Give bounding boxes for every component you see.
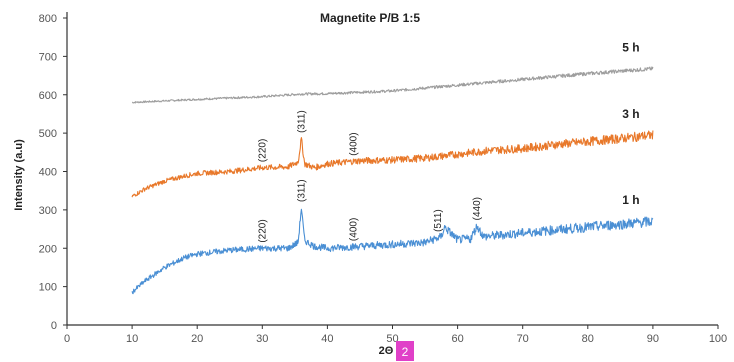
x-tick-label: 20 [191, 333, 203, 345]
series-label: 5 h [622, 40, 639, 54]
overlay-badge-text: 2 [402, 345, 409, 359]
x-tick-label: 40 [321, 333, 333, 345]
y-tick-label: 600 [39, 90, 57, 102]
y-tick-label: 100 [39, 282, 57, 294]
series-label: 1 h [622, 193, 639, 207]
y-tick-label: 500 [39, 128, 57, 140]
x-tick-label: 100 [709, 333, 727, 345]
y-tick-label: 0 [51, 320, 57, 332]
x-tick-label: 90 [647, 333, 659, 345]
peak-label: (220) [257, 219, 268, 242]
peak-label: (440) [472, 197, 483, 220]
peak-label: (400) [348, 218, 359, 241]
x-tick-label: 0 [64, 333, 70, 345]
peak-label: (511) [433, 209, 444, 232]
series-line [131, 66, 654, 104]
y-tick-label: 400 [39, 167, 57, 179]
x-axis-label: 2Θ [379, 345, 394, 357]
series-label: 3 h [622, 107, 639, 121]
overlay-badge-box [396, 341, 414, 361]
y-tick-label: 700 [39, 51, 57, 63]
y-tick-label: 800 [39, 13, 57, 25]
y-tick-label: 200 [39, 243, 57, 255]
overlay-badge: 2 [396, 341, 414, 361]
x-tick-label: 70 [517, 333, 529, 345]
series-line [131, 130, 654, 198]
x-tick-label: 80 [582, 333, 594, 345]
x-tick-label: 60 [451, 333, 463, 345]
y-tick-label: 300 [39, 205, 57, 217]
x-tick-label: 50 [386, 333, 398, 345]
x-tick-label: 10 [126, 333, 138, 345]
y-axis-label: Intensity (a.u) [13, 139, 25, 211]
peak-label: (400) [348, 132, 359, 155]
series-line [131, 208, 654, 295]
chart-title: Magnetite P/B 1:5 [320, 11, 420, 25]
labels-layer: 5 h 3 h (220) (311) (400) 1 h (220) (311) (400) (… [257, 40, 639, 242]
axes: 0 100 200 300 400 500 600 700 800 0 10 20 30 40 50 60 70… [39, 12, 727, 345]
peak-label: (311) [296, 110, 307, 133]
series-layer [131, 66, 654, 295]
peak-label: (311) [296, 179, 307, 202]
x-tick-label: 30 [256, 333, 268, 345]
peak-label: (220) [257, 139, 268, 162]
